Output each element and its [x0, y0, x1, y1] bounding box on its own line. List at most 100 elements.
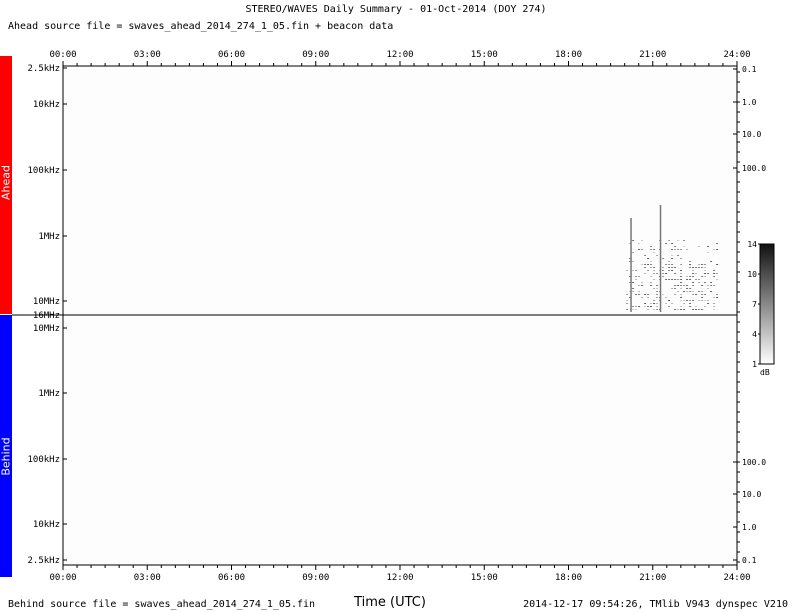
- burst-pixel: [632, 309, 635, 310]
- x-tick-label-bottom: 15:00: [471, 573, 498, 583]
- burst-pixel: [683, 291, 686, 292]
- burst-pixel: [713, 297, 716, 298]
- burst-pixel: [704, 267, 707, 268]
- x-tick-label-top: 03:00: [134, 50, 161, 60]
- burst-pixel: [716, 249, 719, 250]
- burst-pixel: [626, 300, 629, 301]
- x-tick-label-top: 00:00: [49, 50, 76, 60]
- y-right-tick-label: 1.0: [742, 98, 757, 107]
- burst-pixel: [674, 267, 677, 268]
- burst-pixel: [683, 285, 686, 286]
- burst-pixel: [638, 306, 641, 307]
- burst-pixel: [632, 240, 635, 241]
- burst-pixel: [668, 300, 671, 301]
- burst-pixel: [650, 282, 653, 283]
- burst-pixel: [656, 306, 659, 307]
- burst-pixel: [716, 297, 719, 298]
- burst-pixel: [704, 264, 707, 265]
- burst-pixel: [665, 297, 668, 298]
- burst-pixel: [647, 264, 650, 265]
- y-left-tick-label: 1MHz: [38, 389, 60, 399]
- burst-pixel: [653, 252, 656, 253]
- burst-pixel: [644, 294, 647, 295]
- x-tick-label-top: 24:00: [723, 50, 750, 60]
- burst-pixel: [632, 261, 635, 262]
- burst-pixel: [647, 294, 650, 295]
- burst-pixel: [707, 246, 710, 247]
- burst-pixel: [716, 243, 719, 244]
- burst-pixel: [668, 306, 671, 307]
- burst-pixel: [653, 279, 656, 280]
- burst-pixel: [707, 252, 710, 253]
- burst-pixel: [707, 303, 710, 304]
- burst-pixel: [647, 306, 650, 307]
- burst-pixel: [641, 285, 644, 286]
- burst-pixel: [629, 243, 632, 244]
- burst-pixel: [689, 276, 692, 277]
- burst-pixel: [662, 258, 665, 259]
- burst-pixel: [701, 309, 704, 310]
- burst-pixel: [680, 309, 683, 310]
- y-left-tick-label: 10MHz: [33, 297, 60, 307]
- colorbar-tick-label: 14: [747, 240, 757, 249]
- burst-pixel: [644, 267, 647, 268]
- burst-pixel: [635, 270, 638, 271]
- colorbar-tick-label: 10: [747, 270, 757, 279]
- burst-pixel: [632, 252, 635, 253]
- burst-streak: [630, 218, 632, 312]
- burst-pixel: [653, 303, 656, 304]
- burst-pixel: [668, 279, 671, 280]
- burst-pixel: [635, 309, 638, 310]
- burst-pixel: [668, 264, 671, 265]
- burst-pixel: [680, 306, 683, 307]
- burst-pixel: [653, 267, 656, 268]
- burst-pixel: [713, 303, 716, 304]
- burst-pixel: [626, 303, 629, 304]
- burst-pixel: [692, 273, 695, 274]
- ahead-sidebar: [0, 56, 12, 314]
- y-left-tick-label: 2.5kHz: [27, 64, 60, 74]
- y-right-tick-label: 1.0: [742, 523, 757, 532]
- burst-pixel: [650, 303, 653, 304]
- burst-pixel: [638, 294, 641, 295]
- burst-pixel: [713, 249, 716, 250]
- burst-pixel: [695, 294, 698, 295]
- x-tick-label-top: 18:00: [555, 50, 582, 60]
- burst-pixel: [626, 270, 629, 271]
- burst-pixel: [686, 249, 689, 250]
- burst-pixel: [713, 273, 716, 274]
- burst-pixel: [713, 285, 716, 286]
- burst-pixel: [638, 243, 641, 244]
- burst-pixel: [674, 285, 677, 286]
- burst-pixel: [677, 309, 680, 310]
- burst-pixel: [638, 285, 641, 286]
- burst-pixel: [662, 276, 665, 277]
- x-tick-label-bottom: 09:00: [302, 573, 329, 583]
- burst-pixel: [701, 267, 704, 268]
- x-tick-label-bottom: 24:00: [723, 573, 750, 583]
- burst-pixel: [686, 300, 689, 301]
- burst-pixel: [647, 309, 650, 310]
- burst-pixel: [692, 294, 695, 295]
- burst-pixel: [656, 291, 659, 292]
- burst-pixel: [701, 300, 704, 301]
- burst-pixel: [689, 261, 692, 262]
- burst-pixel: [680, 282, 683, 283]
- burst-pixel: [698, 309, 701, 310]
- burst-pixel: [671, 249, 674, 250]
- burst-pixel: [704, 306, 707, 307]
- burst-pixel: [665, 303, 668, 304]
- burst-pixel: [683, 246, 686, 247]
- burst-pixel: [713, 270, 716, 271]
- burst-pixel: [704, 276, 707, 277]
- x-tick-label-top: 06:00: [218, 50, 245, 60]
- burst-pixel: [647, 270, 650, 271]
- x-tick-label-bottom: 12:00: [386, 573, 413, 583]
- burst-pixel: [656, 255, 659, 256]
- burst-pixel: [710, 285, 713, 286]
- burst-pixel: [632, 282, 635, 283]
- burst-pixel: [671, 270, 674, 271]
- burst-pixel: [707, 288, 710, 289]
- burst-pixel: [677, 279, 680, 280]
- burst-pixel: [689, 306, 692, 307]
